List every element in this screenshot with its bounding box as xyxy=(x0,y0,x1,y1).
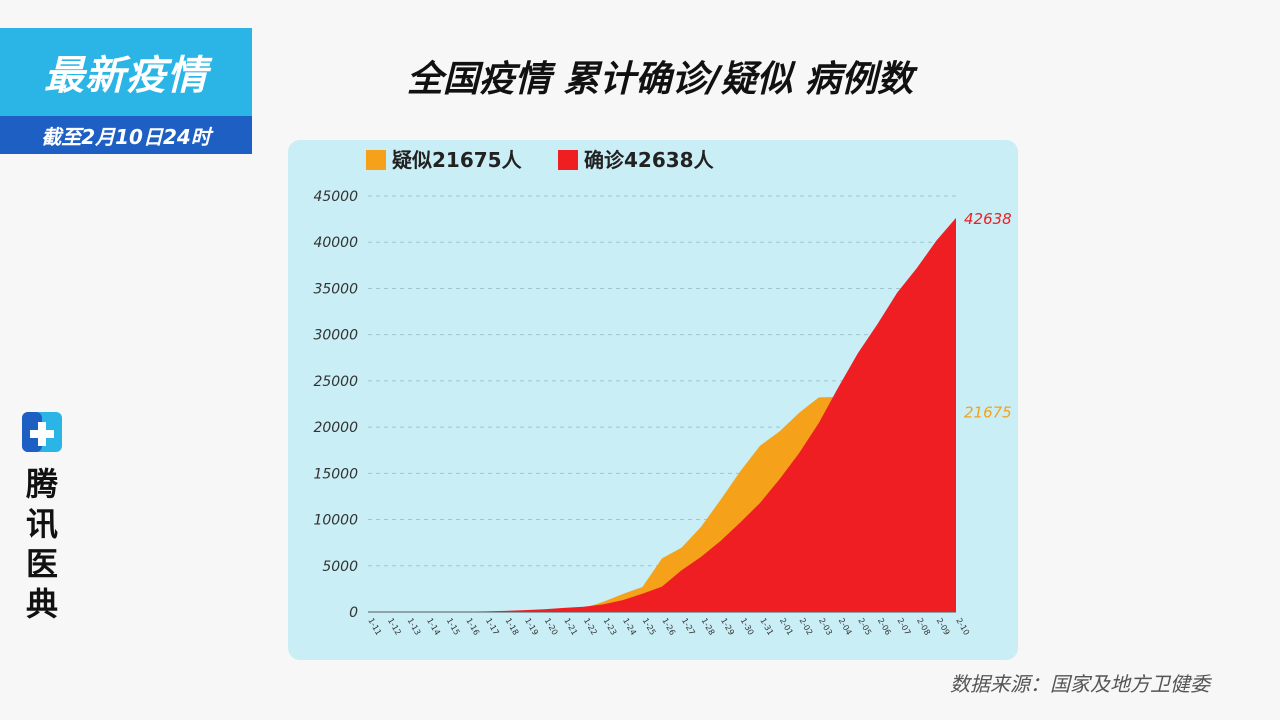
x-tick-label-1-23: 1-23 xyxy=(601,617,618,637)
x-tick-label-1-31: 1-31 xyxy=(758,617,775,637)
x-tick-label-2-10: 2-10 xyxy=(954,617,971,637)
brand-char-3: 医 xyxy=(25,545,58,583)
area-chart: 0 5000 10000 15000 20000 25000 30000 35000 40000… xyxy=(313,148,1012,637)
end-label-suspected: 21675 xyxy=(964,404,1012,422)
brand-name: 腾 讯 医 典 xyxy=(22,464,62,624)
x-tick-label-1-14: 1-14 xyxy=(425,617,442,637)
x-tick-label-2-03: 2-03 xyxy=(817,617,834,637)
x-tick-label-1-22: 1-22 xyxy=(582,617,599,637)
x-tick-label-1-30: 1-30 xyxy=(739,617,756,637)
x-tick-label-1-27: 1-27 xyxy=(680,617,697,637)
x-tick-label-1-20: 1-20 xyxy=(543,617,560,637)
y-tick-label-35000: 35000 xyxy=(313,281,358,297)
x-tick-label-1-18: 1-18 xyxy=(503,617,520,637)
tencent-medical-logo-icon xyxy=(22,412,62,452)
x-tick-label-2-04: 2-04 xyxy=(837,617,854,637)
x-tick-label-1-15: 1-15 xyxy=(445,617,462,637)
chart-panel: 0 5000 10000 15000 20000 25000 30000 35000 40000… xyxy=(288,140,1018,660)
x-tick-label-2-09: 2-09 xyxy=(935,617,952,637)
x-tick-label-1-17: 1-17 xyxy=(484,617,501,637)
brand-char-2: 讯 xyxy=(25,505,58,543)
x-tick-label-1-28: 1-28 xyxy=(699,617,716,637)
y-tick-label-15000: 15000 xyxy=(313,466,358,482)
y-tick-label-10000: 10000 xyxy=(313,513,358,529)
y-tick-label-40000: 40000 xyxy=(313,235,358,251)
x-tick-label-1-12: 1-12 xyxy=(386,617,403,637)
y-tick-label-45000: 45000 xyxy=(313,189,358,205)
x-tick-label-2-06: 2-06 xyxy=(876,617,893,637)
legend-swatch-confirmed xyxy=(558,150,578,170)
confirmed-area xyxy=(368,217,956,612)
end-label-confirmed: 42638 xyxy=(964,210,1012,228)
brand-char-4: 典 xyxy=(25,585,58,623)
brand-block: 腾 讯 医 典 xyxy=(14,408,70,638)
x-tick-label-2-08: 2-08 xyxy=(915,617,932,637)
x-tick-label-1-24: 1-24 xyxy=(621,617,638,637)
x-tick-label-1-29: 1-29 xyxy=(719,617,736,637)
legend-swatch-suspected xyxy=(366,150,386,170)
badge-title: 最新疫情 xyxy=(0,28,252,116)
x-tick-label-1-25: 1-25 xyxy=(641,617,658,637)
y-tick-label-30000: 30000 xyxy=(313,328,358,344)
chart-title: 全国疫情 累计确诊/疑似 病例数 xyxy=(406,59,914,100)
badge-subtitle: 截至2月10日24时 xyxy=(0,116,252,154)
x-tick-label-1-11: 1-11 xyxy=(366,617,383,637)
x-tick-label-1-19: 1-19 xyxy=(523,617,540,637)
x-tick-label-2-02: 2-02 xyxy=(797,617,814,637)
x-tick-label-1-16: 1-16 xyxy=(464,617,481,637)
x-tick-label-2-05: 2-05 xyxy=(856,617,873,637)
x-tick-label-2-07: 2-07 xyxy=(895,617,912,637)
y-tick-label-25000: 25000 xyxy=(313,374,358,390)
legend-label-suspected: 疑似21675人 xyxy=(392,148,523,172)
legend-label-confirmed: 确诊42638人 xyxy=(584,148,715,172)
data-source: 数据来源：国家及地方卫健委 xyxy=(950,672,1210,696)
x-tick-label-1-13: 1-13 xyxy=(405,617,422,637)
x-tick-label-1-21: 1-21 xyxy=(562,617,579,637)
x-tick-label-2-01: 2-01 xyxy=(778,617,795,637)
x-tick-label-1-26: 1-26 xyxy=(660,617,677,637)
y-tick-label-5000: 5000 xyxy=(322,559,358,575)
y-tick-label-20000: 20000 xyxy=(313,420,358,436)
y-tick-label-0: 0 xyxy=(349,605,358,621)
brand-char-1: 腾 xyxy=(25,465,58,503)
update-badge: 最新疫情 截至2月10日24时 xyxy=(0,28,252,154)
